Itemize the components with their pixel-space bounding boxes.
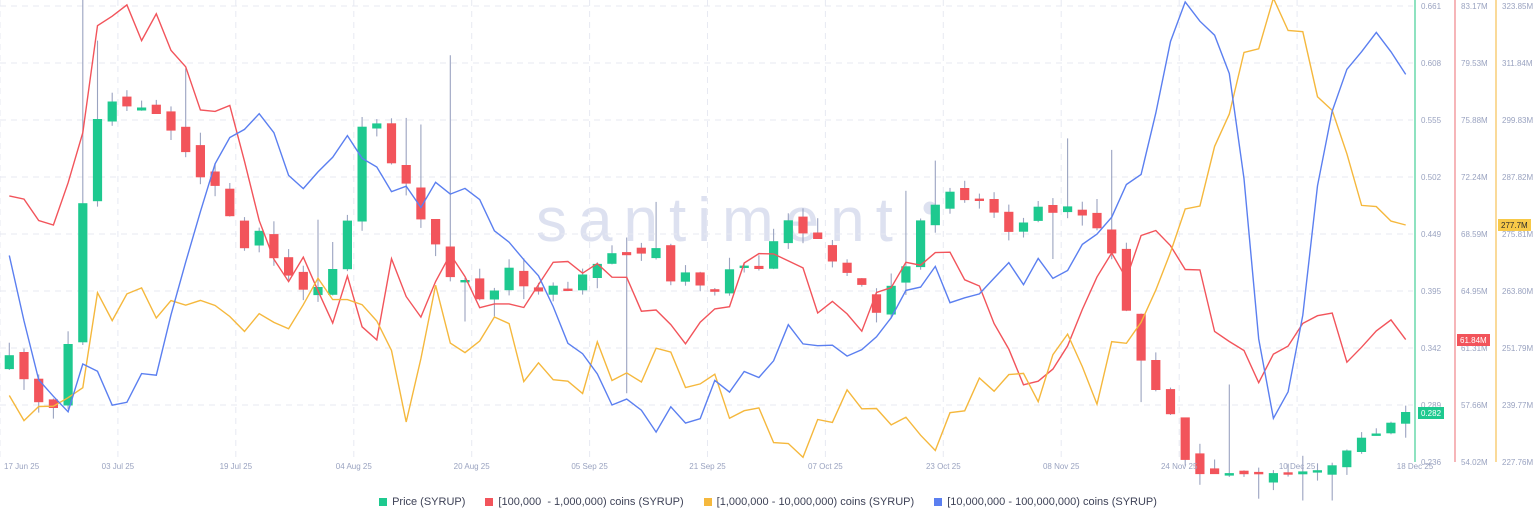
svg-text:23 Oct 25: 23 Oct 25 [926, 462, 961, 471]
svg-text:20 Aug 25: 20 Aug 25 [454, 462, 491, 471]
svg-text:311.84M: 311.84M [1502, 59, 1533, 68]
svg-text:275.81M: 275.81M [1502, 230, 1533, 239]
svg-text:24 Nov 25: 24 Nov 25 [1161, 462, 1198, 471]
svg-text:04 Aug 25: 04 Aug 25 [336, 462, 373, 471]
svg-text:18 Dec 25: 18 Dec 25 [1397, 462, 1434, 471]
svg-text:03 Jul 25: 03 Jul 25 [102, 462, 135, 471]
svg-text:323.85M: 323.85M [1502, 2, 1533, 11]
svg-text:57.66M: 57.66M [1461, 401, 1488, 410]
svg-text:0.608: 0.608 [1421, 59, 1442, 68]
svg-text:10 Dec 25: 10 Dec 25 [1279, 462, 1316, 471]
svg-text:19 Jul 25: 19 Jul 25 [220, 462, 253, 471]
svg-text:68.59M: 68.59M [1461, 230, 1488, 239]
svg-text:79.53M: 79.53M [1461, 59, 1488, 68]
svg-text:72.24M: 72.24M [1461, 173, 1488, 182]
svg-text:0.342: 0.342 [1421, 344, 1442, 353]
svg-text:239.77M: 239.77M [1502, 401, 1533, 410]
svg-text:07 Oct 25: 07 Oct 25 [808, 462, 843, 471]
svg-text:64.95M: 64.95M [1461, 287, 1488, 296]
svg-text:227.76M: 227.76M [1502, 458, 1533, 467]
svg-text:08 Nov 25: 08 Nov 25 [1043, 462, 1080, 471]
svg-text:251.79M: 251.79M [1502, 344, 1533, 353]
svg-text:0.449: 0.449 [1421, 230, 1442, 239]
svg-text:287.82M: 287.82M [1502, 173, 1533, 182]
svg-text:0.555: 0.555 [1421, 116, 1442, 125]
svg-text:05 Sep 25: 05 Sep 25 [571, 462, 608, 471]
svg-text:0.395: 0.395 [1421, 287, 1442, 296]
svg-text:17 Jun 25: 17 Jun 25 [4, 462, 40, 471]
svg-text:santiment: santiment [536, 186, 904, 255]
svg-text:83.17M: 83.17M [1461, 2, 1488, 11]
svg-text:54.02M: 54.02M [1461, 458, 1488, 467]
svg-text:263.80M: 263.80M [1502, 287, 1533, 296]
svg-text:299.83M: 299.83M [1502, 116, 1533, 125]
svg-text:0.661: 0.661 [1421, 2, 1442, 11]
svg-text:0.502: 0.502 [1421, 173, 1442, 182]
svg-text:75.88M: 75.88M [1461, 116, 1488, 125]
svg-text:21 Sep 25: 21 Sep 25 [689, 462, 726, 471]
